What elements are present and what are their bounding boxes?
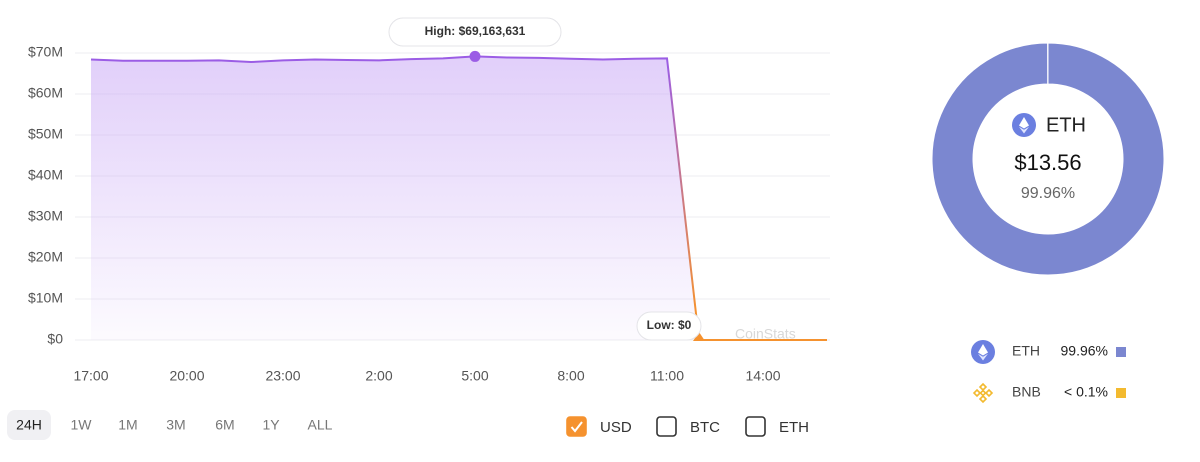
x-tick-label: 14:00 (745, 368, 780, 384)
y-tick-label: $60M (28, 85, 63, 101)
timeframe-button[interactable]: 1M (118, 417, 137, 433)
y-tick-label: $30M (28, 208, 63, 224)
area (91, 56, 827, 341)
controls: 24H 1W 1M 3M 6M 1Y ALL USD BTC ETH (7, 410, 809, 440)
annotation-box (388, 17, 562, 47)
timeframe-button[interactable]: 6M (215, 417, 234, 433)
timeframe-button[interactable]: 3M (166, 417, 185, 433)
checkbox[interactable] (656, 416, 677, 437)
checkbox[interactable] (745, 416, 766, 437)
legend-value: < 0.1% (1064, 384, 1108, 400)
x-tick-label: 2:00 (365, 368, 392, 384)
center-value: $13.56 (1014, 150, 1081, 175)
timeframe-button[interactable]: ALL (308, 417, 333, 433)
y-tick-label: $20M (28, 249, 63, 265)
center-icon (1012, 113, 1036, 137)
y-tick-label: $50M (28, 126, 63, 142)
center-label: ETH (1046, 114, 1086, 136)
donut-chart: ETH $13.56 99.96% ETH 99.96% BNB < 0.1% (931, 42, 1165, 403)
legend-name: BNB (1012, 384, 1041, 400)
legend-swatch (1116, 347, 1126, 357)
currency-label[interactable]: BTC (690, 419, 720, 436)
high-marker (469, 50, 481, 62)
active-timeframe-bg (7, 410, 51, 440)
currency-label[interactable]: USD (600, 419, 632, 436)
x-tick-label: 20:00 (169, 368, 204, 384)
annotation-box (636, 311, 702, 341)
y-tick-label: $10M (28, 290, 63, 306)
annotation: High: $69,163,631 (425, 24, 526, 38)
center-percent: 99.96% (1021, 185, 1075, 202)
timeframe-button[interactable]: 1W (71, 417, 93, 433)
legend-swatch (1116, 388, 1126, 398)
y-tick-label: $40M (28, 167, 63, 183)
checkbox[interactable] (566, 416, 587, 437)
currency-label[interactable]: ETH (779, 419, 809, 436)
x-tick-label: 17:00 (73, 368, 108, 384)
check-mark (570, 421, 583, 433)
watermark: CoinStats (735, 326, 796, 342)
timeframe-button[interactable]: 24H (16, 417, 42, 433)
annotation: Low: $0 (647, 318, 692, 332)
x-tick-label: 23:00 (265, 368, 300, 384)
y-tick-label: $70M (28, 44, 63, 60)
legend-name: ETH (1012, 343, 1040, 359)
donut-slice (931, 42, 1165, 276)
timeframe-button[interactable]: 1Y (262, 417, 280, 433)
y-tick-label: $0 (47, 331, 63, 347)
low-marker (693, 332, 705, 341)
x-tick-label: 5:00 (461, 368, 488, 384)
x-tick-label: 8:00 (557, 368, 584, 384)
legend-value: 99.96% (1061, 343, 1108, 359)
line-chart: $0 $10M $20M $30M $40M $50M $60M $70M 17:00 20:00… (28, 17, 830, 384)
x-tick-label: 11:00 (650, 368, 684, 384)
legend-icon (973, 383, 993, 403)
legend-icon (971, 340, 995, 364)
